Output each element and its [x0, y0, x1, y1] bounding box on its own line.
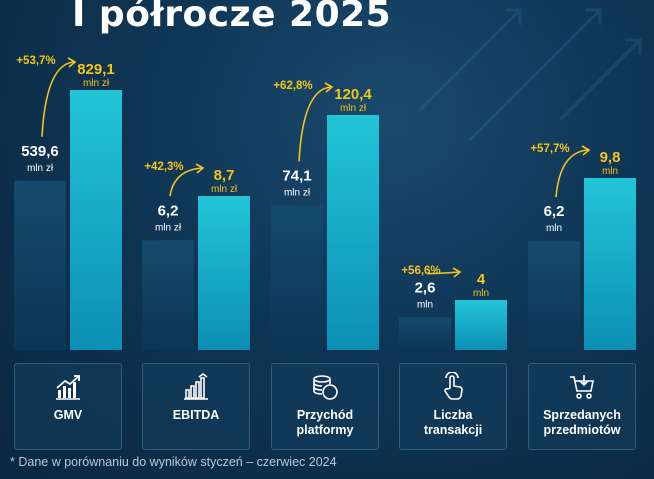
value-label-current-4: 9,8 — [600, 149, 621, 166]
growth-arrow-head-3 — [452, 267, 462, 278]
growth-arrow-head-2 — [324, 82, 334, 93]
bar-current-3 — [455, 300, 507, 350]
bar-previous-3 — [399, 317, 451, 350]
growth-label-2: +62,8% — [273, 80, 312, 92]
category-box-1: EBITDA — [142, 363, 250, 450]
growth-arrow-head-1 — [195, 163, 205, 174]
growth-arrow-3 — [426, 271, 460, 275]
unit-label-current-2: mln zł — [340, 103, 367, 114]
unit-label-previous-0: mln zł — [27, 163, 54, 174]
bar-current-4 — [584, 178, 636, 350]
growth-label-1: +42,3% — [144, 161, 183, 173]
value-label-previous-1: 6,2 — [158, 202, 179, 219]
bar-current-1 — [198, 196, 250, 350]
hand-pointer-icon — [438, 371, 468, 402]
value-label-previous-2: 74,1 — [282, 167, 311, 184]
value-label-previous-4: 6,2 — [544, 203, 565, 220]
growth-arrow-4 — [555, 149, 589, 198]
growth-label-4: +57,7% — [530, 143, 569, 155]
unit-label-current-1: mln zł — [211, 184, 238, 195]
growth-arrow-1 — [169, 167, 203, 197]
unit-label-previous-1: mln zł — [155, 222, 182, 233]
bar-previous-0 — [14, 180, 66, 350]
growth-label-3: +56,6% — [401, 265, 440, 277]
category-label-4: Sprzedanych przedmiotów — [543, 408, 621, 437]
category-box-4: Sprzedanych przedmiotów — [528, 363, 636, 450]
unit-label-current-3: mln — [473, 288, 489, 299]
shopping-cart-icon — [567, 372, 597, 402]
category-label-1: EBITDA — [172, 408, 220, 422]
growth-arrow-head-0 — [67, 57, 77, 68]
bar-previous-1 — [142, 240, 194, 350]
value-label-current-3: 4 — [477, 271, 486, 288]
unit-label-current-4: mln — [602, 166, 618, 177]
growth-arrow-2 — [298, 86, 332, 162]
value-label-previous-3: 2,6 — [415, 280, 436, 297]
bar-chart-rising-icon — [53, 372, 83, 402]
category-label-2: Przychód platformy — [296, 408, 354, 437]
value-label-previous-0: 539,6 — [21, 143, 59, 160]
category-box-0: GMV — [14, 363, 122, 450]
bar-current-0 — [70, 90, 122, 350]
bar-chart-growth-icon — [181, 372, 211, 402]
bar-current-2 — [327, 115, 379, 350]
category-label-3: Liczba transakcji — [423, 408, 483, 437]
bar-previous-4 — [528, 241, 580, 350]
unit-label-current-0: mln zł — [83, 78, 110, 89]
unit-label-previous-3: mln — [417, 300, 433, 311]
page-title: I półrocze 2025 — [72, 0, 392, 35]
category-box-2: Przychód platformy — [271, 363, 379, 450]
unit-label-previous-4: mln — [546, 223, 562, 234]
growth-arrow-head-4 — [581, 145, 591, 156]
bar-previous-2 — [271, 205, 323, 350]
value-label-current-2: 120,4 — [334, 86, 372, 103]
value-label-current-0: 829,1 — [77, 61, 115, 78]
value-label-current-1: 8,7 — [214, 167, 235, 184]
unit-label-previous-2: mln zł — [284, 187, 311, 198]
footnote: * Dane w porównaniu do wyników styczeń –… — [10, 455, 337, 469]
category-box-3: Liczba transakcji — [399, 363, 507, 450]
growth-label-0: +53,7% — [16, 55, 55, 67]
coins-icon — [310, 372, 340, 402]
category-label-0: GMV — [53, 408, 83, 422]
growth-arrow-0 — [41, 61, 75, 137]
